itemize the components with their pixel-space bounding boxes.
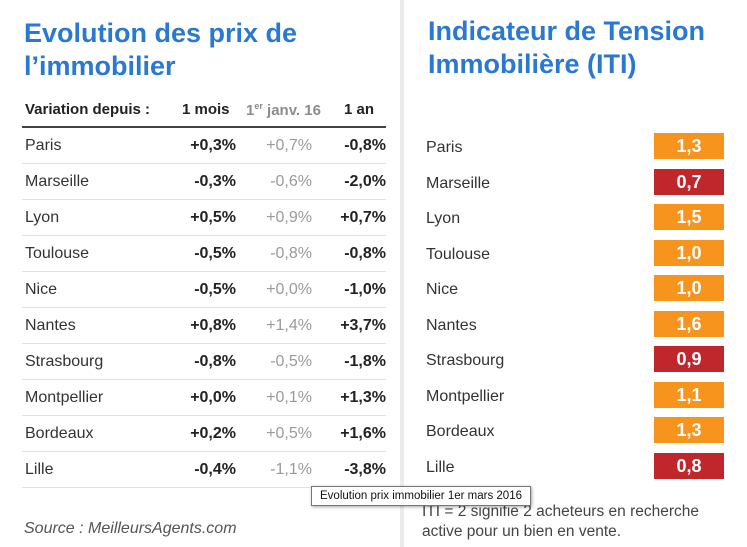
list-item: Lille 0,8 — [426, 450, 726, 486]
one-month-value: -0,5% — [194, 245, 236, 262]
one-month-value: +0,0% — [190, 389, 236, 406]
city-name: Montpellier — [25, 389, 104, 406]
list-item: Toulouse 1,0 — [426, 237, 726, 273]
list-item: Nice 1,0 — [426, 272, 726, 308]
table-row: Nice -0,5% +0,0% -1,0% — [22, 272, 386, 308]
one-year-value: +1,6% — [340, 425, 386, 442]
city-name: Lille — [426, 458, 455, 476]
table-header: Variation depuis : 1 mois 1er janv. 16 1… — [22, 96, 386, 128]
list-item: Bordeaux 1,3 — [426, 414, 726, 450]
table-row: Montpellier +0,0% +0,1% +1,3% — [22, 380, 386, 416]
city-name: Lyon — [25, 209, 60, 226]
city-name: Strasbourg — [426, 352, 505, 369]
one-year-value: +1,3% — [340, 389, 386, 406]
price-evolution-panel: Evolution des prix de l’immobilier Varia… — [22, 18, 386, 537]
city-name: Strasbourg — [25, 353, 104, 370]
one-year-value: +3,7% — [340, 317, 386, 334]
iti-panel: Indicateur de Tension Immobilière (ITI) … — [404, 0, 747, 547]
city-name: Bordeaux — [25, 425, 94, 442]
table-row: Nantes +0,8% +1,4% +3,7% — [22, 308, 386, 344]
city-name: Lyon — [426, 210, 461, 227]
one-year-value: -0,8% — [344, 245, 386, 262]
city-name: Nantes — [426, 316, 477, 334]
since-january-value: -0,5% — [270, 353, 312, 370]
list-item: Montpellier 1,1 — [426, 379, 726, 415]
one-month-value: +0,5% — [190, 209, 236, 226]
header-variation-label: Variation depuis : — [25, 101, 151, 118]
city-name: Marseille — [25, 173, 90, 190]
table-row: Lyon +0,5% +0,9% +0,7% — [22, 200, 386, 236]
one-month-value: -0,3% — [194, 173, 236, 190]
one-month-value: +0,8% — [190, 317, 236, 334]
table-row: Marseille -0,3% -0,6% -2,0% — [22, 164, 386, 200]
one-month-value: -0,5% — [194, 281, 236, 298]
iti-value-badge: 0,7 — [654, 168, 724, 195]
header-one-month: 1 mois — [182, 101, 230, 118]
since-january-value: -0,6% — [270, 173, 312, 190]
since-january-value: +0,7% — [266, 137, 312, 154]
since-january-value: +0,0% — [266, 281, 312, 298]
city-name: Nantes — [25, 317, 76, 334]
price-table: Variation depuis : 1 mois 1er janv. 16 1… — [22, 96, 386, 488]
one-year-value: -1,8% — [344, 353, 386, 370]
iti-value-badge: 1,3 — [654, 417, 724, 443]
table-row: Paris +0,3% +0,7% -0,8% — [22, 128, 386, 164]
one-year-value: -1,0% — [344, 281, 386, 298]
since-january-value: -0,8% — [270, 245, 312, 262]
iti-value-badge: 1,1 — [654, 381, 724, 408]
city-name: Paris — [426, 139, 463, 156]
list-item: Strasbourg 0,9 — [426, 343, 726, 379]
iti-value-badge: 1,0 — [654, 275, 724, 301]
iti-value-badge: 1,3 — [654, 133, 724, 159]
since-january-value: +0,5% — [266, 425, 312, 442]
iti-list: Paris 1,3 Marseille 0,7 Lyon 1,5 Toulouse 1,0 Ni… — [426, 130, 726, 485]
list-item: Marseille 0,7 — [426, 166, 726, 202]
one-year-value: -2,0% — [344, 173, 386, 190]
city-name: Nice — [426, 281, 459, 298]
one-month-value: -0,8% — [194, 353, 236, 370]
since-january-value: +1,4% — [266, 317, 312, 334]
iti-value-badge: 0,9 — [654, 346, 724, 372]
list-item: Paris 1,3 — [426, 130, 726, 166]
iti-value-badge: 1,6 — [654, 310, 724, 337]
iti-title: Indicateur de Tension Immobilière (ITI) — [428, 16, 706, 79]
panel-divider — [400, 0, 404, 547]
city-name: Marseille — [426, 174, 491, 192]
one-year-value: -3,8% — [344, 461, 386, 478]
table-row: Bordeaux +0,2% +0,5% +1,6% — [22, 416, 386, 452]
since-january-value: +0,1% — [266, 389, 312, 406]
iti-value-badge: 1,5 — [654, 204, 724, 230]
city-name: Paris — [25, 137, 62, 154]
image-tooltip: Evolution prix immobilier 1er mars 2016 — [311, 486, 531, 506]
one-month-value: +0,3% — [190, 137, 236, 154]
city-name: Toulouse — [426, 245, 491, 263]
one-month-value: -0,4% — [194, 461, 236, 478]
header-since-january: 1er janv. 16 — [246, 101, 321, 119]
list-item: Lyon 1,5 — [426, 201, 726, 237]
city-name: Nice — [25, 281, 58, 298]
source-credit: Source : MeilleursAgents.com — [24, 520, 237, 537]
table-row: Lille -0,4% -1,1% -3,8% — [22, 452, 386, 488]
price-evolution-title: Evolution des prix de l’immobilier — [24, 18, 298, 81]
one-month-value: +0,2% — [190, 425, 236, 442]
city-name: Montpellier — [426, 387, 505, 405]
list-item: Nantes 1,6 — [426, 308, 726, 344]
price-rows: Paris +0,3% +0,7% -0,8% Marseille -0,3% -0,6% -… — [22, 128, 386, 488]
since-january-value: -1,1% — [270, 461, 312, 478]
table-row: Toulouse -0,5% -0,8% -0,8% — [22, 236, 386, 272]
one-year-value: -0,8% — [344, 137, 386, 154]
city-name: Toulouse — [25, 245, 90, 262]
iti-note: ITI = 2 signifie 2 acheteurs en recherch… — [422, 503, 700, 540]
one-year-value: +0,7% — [340, 209, 386, 226]
iti-value-badge: 1,0 — [654, 239, 724, 266]
city-name: Lille — [25, 461, 54, 478]
header-one-year: 1 an — [344, 101, 375, 118]
since-january-value: +0,9% — [266, 209, 312, 226]
iti-value-badge: 0,8 — [654, 452, 724, 479]
city-name: Bordeaux — [426, 423, 495, 440]
table-row: Strasbourg -0,8% -0,5% -1,8% — [22, 344, 386, 380]
